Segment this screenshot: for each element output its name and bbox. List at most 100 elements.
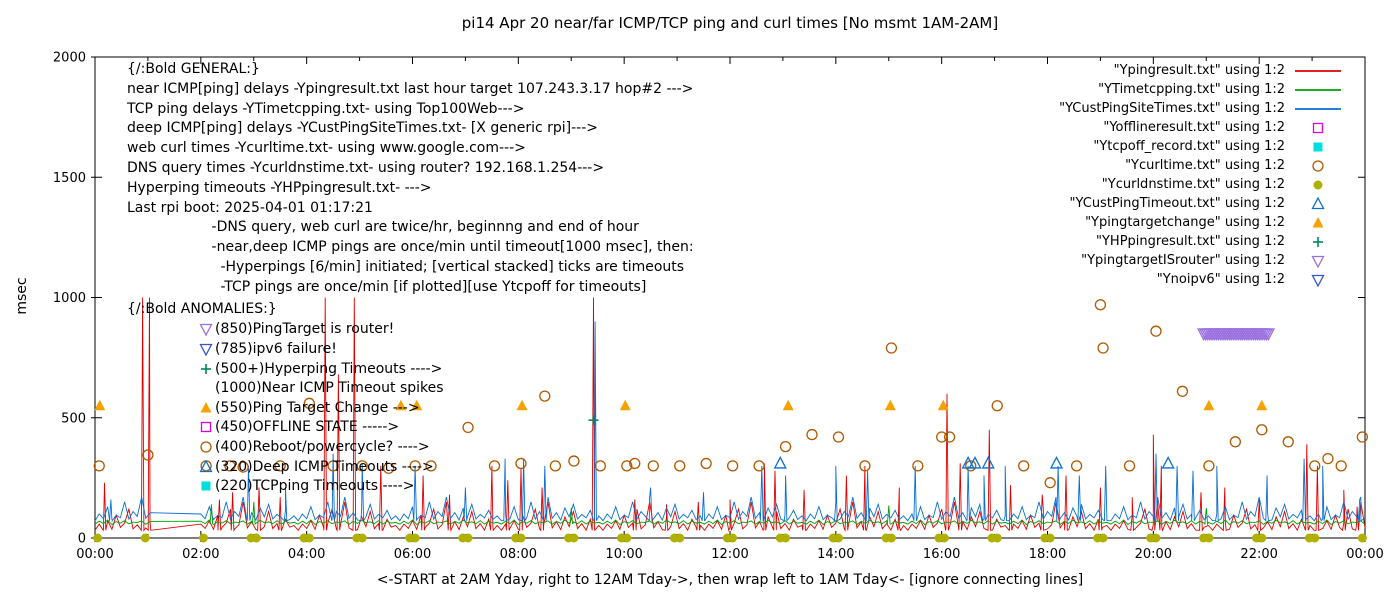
legend-item: "YpingtargetISrouter" using 1:2: [1059, 251, 1342, 270]
legend-sample-icon: [1313, 180, 1323, 189]
triangle-up-open-icon: [199, 459, 213, 472]
series-Ypingtargetchange: [94, 399, 1268, 411]
x-tick-label: 20:00: [1135, 547, 1172, 562]
y-tick-label: 500: [61, 411, 86, 426]
legend-sample-icon: [1311, 196, 1325, 209]
legend-item: "Yofflineresult.txt" using 1:2: [1059, 118, 1342, 137]
y-tick-label: 1500: [53, 171, 86, 186]
legend-sample-icon: [1312, 216, 1324, 227]
legend-item: "YHPpingresult.txt" using 1:2: [1059, 232, 1342, 251]
legend-item: "YCustPingTimeout.txt" using 1:2: [1059, 194, 1342, 213]
anomalies-header: {/:Bold ANOMALIES:}: [127, 301, 277, 317]
legend-label: "YTimetcpping.txt" using 1:2: [1098, 82, 1285, 97]
spacer: [197, 381, 215, 395]
general-annotation-line: near ICMP[ping] delays -Ypingresult.txt …: [127, 80, 694, 97]
x-tick-label: 06:00: [394, 547, 431, 562]
general-annotation-line: -near,deep ICMP pings are once/min until…: [127, 239, 694, 256]
series-Ycurltime-txt: [93, 299, 1369, 489]
legend-item: "Ycurltime.txt" using 1:2: [1059, 156, 1342, 175]
legend-label: "Yofflineresult.txt" using 1:2: [1103, 120, 1285, 135]
triangle-up-filled-icon: [200, 401, 212, 413]
square-open-icon: [200, 422, 212, 433]
x-tick-label: 00:00: [76, 547, 113, 562]
circle-open-icon: [200, 441, 212, 453]
series-YCustPingSiteTimes-txt: [94, 321, 1366, 523]
legend-item: "Ypingresult.txt" using 1:2: [1059, 61, 1342, 80]
legend-label: "Ynoipv6" using 1:2: [1156, 272, 1285, 287]
general-annotation-line: Last rpi boot: 2025-04-01 01:17:21: [127, 199, 373, 216]
legend-label: "YHPpingresult.txt" using 1:2: [1096, 234, 1285, 249]
anomaly-item: (1000)Near ICMP Timeout spikes: [127, 378, 444, 398]
x-tick-label: 02:00: [182, 547, 219, 562]
anomaly-item: (500+)Hyperping Timeouts ---->: [127, 359, 444, 379]
x-tick-label: 00:00: [1346, 547, 1383, 562]
anomaly-item: (400)Reboot/powercycle? ---->: [127, 437, 444, 457]
anomaly-text: (550)Ping Target Change --->: [215, 399, 420, 416]
general-annotation-line: deep ICMP[ping] delays -YCustPingSiteTim…: [127, 120, 598, 137]
anomaly-text: (220)TCPping Timeouts ---->: [215, 478, 415, 495]
legend-item: "Ycurldnstime.txt" using 1:2: [1059, 175, 1342, 194]
chart-title: pi14 Apr 20 near/far ICMP/TCP ping and c…: [461, 14, 999, 32]
x-tick-label: 04:00: [288, 547, 325, 562]
plus-icon: [201, 363, 211, 374]
legend-label: "YpingtargetISrouter" using 1:2: [1081, 253, 1285, 268]
legend-label: "YCustPingTimeout.txt" using 1:2: [1069, 196, 1285, 211]
anomaly-item: (550)Ping Target Change --->: [127, 398, 444, 418]
legend-label: "Ycurltime.txt" using 1:2: [1125, 158, 1285, 173]
legend-sample-icon: [1295, 69, 1341, 72]
anomaly-item: (450)OFFLINE STATE ----->: [127, 418, 444, 438]
general-annotation-line: TCP ping delays -YTimetcpping.txt- using…: [127, 100, 525, 117]
legend-sample-icon: [1295, 107, 1341, 110]
legend-sample-icon: [1311, 255, 1325, 268]
legend-label: "YCustPingSiteTimes.txt" using 1:2: [1059, 101, 1285, 116]
x-tick-label: 14:00: [817, 547, 854, 562]
y-tick-label: 0: [78, 532, 86, 547]
legend-item: "Ypingtargetchange" using 1:2: [1059, 213, 1342, 232]
legend-item: "Ynoipv6" using 1:2: [1059, 270, 1342, 289]
anomaly-text: (450)OFFLINE STATE ----->: [215, 419, 400, 436]
general-annotation-line: -TCP pings are once/min [if plotted][use…: [127, 278, 647, 295]
legend-sample-icon: [1295, 88, 1341, 91]
x-tick-label: 12:00: [711, 547, 748, 562]
general-annotation-line: Hyperping timeouts -YHPpingresult.txt- -…: [127, 179, 432, 196]
series-YHPpingresult-txt: [588, 415, 599, 426]
x-tick-label: 18:00: [1029, 547, 1066, 562]
series-YCustPingTimeout-txt: [773, 456, 1175, 469]
legend-sample-icon: [1312, 159, 1324, 172]
triangle-down-open-icon: [199, 324, 213, 337]
legend-item: "YCustPingSiteTimes.txt" using 1:2: [1059, 99, 1342, 118]
anomaly-text: (785)ipv6 failure!: [215, 340, 337, 357]
x-tick-label: 22:00: [1240, 547, 1277, 562]
anomaly-text: (850)PingTarget is router!: [215, 321, 395, 338]
legend-label: "Ycurldnstime.txt" using 1:2: [1101, 177, 1285, 192]
anomaly-item: (320)Deep ICMP Timeouts ---->: [127, 457, 444, 477]
general-annotations: {/:Bold GENERAL:} near ICMP[ping] delays …: [127, 60, 694, 298]
legend-sample-icon: [1311, 274, 1325, 287]
series-YTimetcpping-txt: [94, 501, 1366, 526]
legend-item: "YTimetcpping.txt" using 1:2: [1059, 80, 1342, 99]
series-YpingtargetISrouter: [1197, 328, 1276, 341]
anomaly-text: (1000)Near ICMP Timeout spikes: [215, 380, 444, 397]
y-tick-label: 2000: [53, 51, 86, 66]
x-tick-label: 10:00: [605, 547, 642, 562]
anomaly-item: (785)ipv6 failure!: [127, 339, 444, 359]
x-tick-label: 08:00: [500, 547, 537, 562]
legend-sample-icon: [1312, 122, 1324, 133]
anomaly-text: (400)Reboot/powercycle? ---->: [215, 438, 430, 455]
anomaly-text: (320)Deep ICMP Timeouts ---->: [215, 458, 434, 475]
legend-sample-icon: [1313, 142, 1323, 151]
legend-label: "Ytcpoff_record.txt" using 1:2: [1093, 139, 1285, 154]
general-annotation-line: -DNS query, web curl are twice/hr, begin…: [127, 219, 639, 236]
y-tick-label: 1000: [53, 291, 86, 306]
general-annotation-line: web curl times -Ycurltime.txt- using www…: [127, 140, 526, 157]
legend-sample-icon: [1313, 236, 1323, 247]
anomaly-text: (500+)Hyperping Timeouts ---->: [215, 360, 443, 377]
general-annotation-line: DNS query times -Ycurldnstime.txt- using…: [127, 159, 605, 176]
x-tick-label: 16:00: [923, 547, 960, 562]
legend-label: "Ypingtargetchange" using 1:2: [1085, 215, 1285, 230]
anomalies-annotations: {/:Bold ANOMALIES:} (850)PingTarget is r…: [127, 300, 444, 496]
legend-label: "Ypingresult.txt" using 1:2: [1113, 63, 1285, 78]
general-annotation-line: -Hyperpings [6/min] initiated; [vertical…: [127, 258, 685, 275]
